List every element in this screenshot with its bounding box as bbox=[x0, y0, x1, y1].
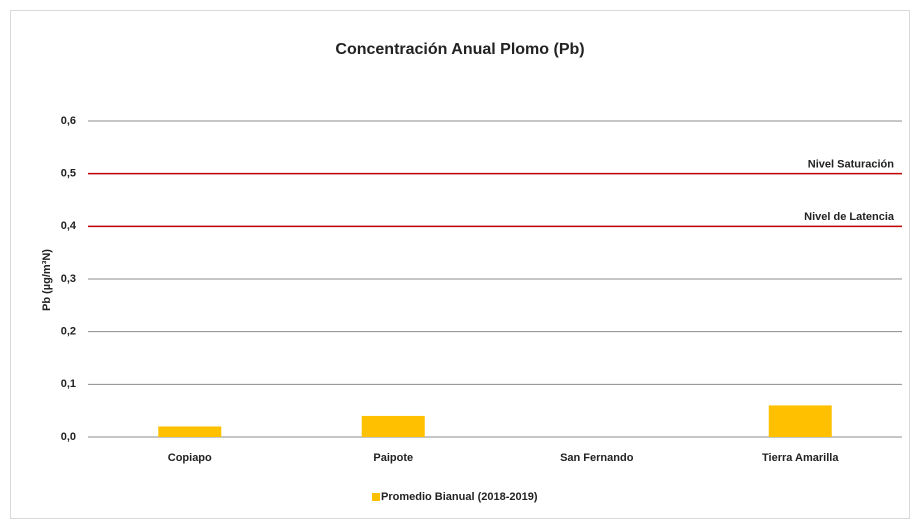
legend-label: Promedio Bianual (2018-2019) bbox=[381, 491, 538, 503]
y-tick-label: 0,4 bbox=[61, 220, 77, 232]
y-tick-label: 0,0 bbox=[61, 431, 76, 443]
chart-title: Concentración Anual Plomo (Pb) bbox=[335, 41, 584, 58]
bar bbox=[158, 426, 222, 437]
y-axis-label: Pb (µg/m³N) bbox=[41, 249, 53, 311]
x-tick-label: San Fernando bbox=[560, 452, 634, 464]
chart-frame bbox=[10, 10, 910, 519]
legend-swatch bbox=[372, 493, 380, 501]
reference-label: Nivel Saturación bbox=[808, 159, 894, 171]
bar bbox=[768, 405, 832, 437]
y-tick-label: 0,6 bbox=[61, 115, 76, 127]
bar bbox=[361, 415, 425, 437]
x-tick-label: Tierra Amarilla bbox=[762, 452, 839, 464]
y-tick-label: 0,2 bbox=[61, 326, 76, 338]
y-tick-label: 0,1 bbox=[61, 378, 76, 390]
reference-label: Nivel de Latencia bbox=[804, 211, 895, 223]
x-tick-label: Copiapo bbox=[168, 452, 212, 464]
y-tick-label: 0,5 bbox=[61, 168, 76, 180]
y-tick-label: 0,3 bbox=[61, 273, 76, 285]
x-tick-label: Paipote bbox=[373, 452, 413, 464]
